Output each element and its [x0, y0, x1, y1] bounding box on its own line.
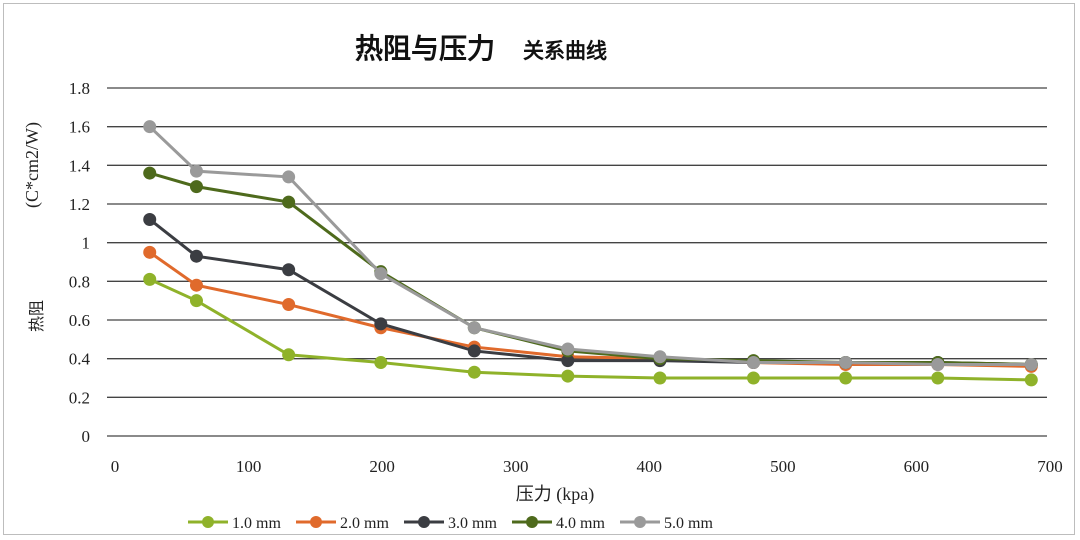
- data-point: [374, 267, 388, 281]
- y-tick-label: 1.8: [69, 79, 90, 98]
- data-point: [467, 344, 481, 358]
- data-point: [374, 356, 388, 370]
- data-point: [561, 369, 575, 383]
- y-axis-label: 热阻: [27, 300, 46, 332]
- data-point: [143, 120, 157, 134]
- data-point: [839, 356, 853, 370]
- legend-swatch-marker: [634, 516, 646, 528]
- y-axis-unit-label: (C*cm2/W): [22, 122, 43, 208]
- data-point: [282, 298, 296, 312]
- x-tick-label: 100: [236, 457, 262, 476]
- data-point: [143, 245, 157, 259]
- series-line-30mm: [148, 218, 1032, 366]
- y-tick-label: 1.4: [69, 156, 91, 175]
- x-tick-label: 300: [503, 457, 529, 476]
- data-point: [189, 294, 203, 308]
- chart-frame: [3, 3, 1075, 535]
- data-point: [189, 278, 203, 292]
- legend-label: 1.0 mm: [232, 515, 281, 532]
- data-point: [467, 365, 481, 379]
- data-point: [282, 348, 296, 362]
- y-tick-label: 1.6: [69, 118, 90, 137]
- data-point: [1024, 373, 1038, 387]
- data-point: [561, 342, 575, 356]
- data-point: [282, 263, 296, 277]
- data-point: [931, 371, 945, 385]
- legend-swatch-marker: [310, 516, 322, 528]
- legend-swatch-marker: [202, 516, 214, 528]
- legend-swatch-marker: [526, 516, 538, 528]
- data-point: [653, 371, 667, 385]
- data-point: [189, 180, 203, 194]
- data-point: [746, 356, 760, 370]
- y-tick-label: 0.6: [69, 311, 90, 330]
- x-tick-label: 400: [637, 457, 663, 476]
- x-tick-label: 200: [369, 457, 395, 476]
- x-tick-label: 0: [111, 457, 120, 476]
- chart-title-sub: 关系曲线: [523, 39, 607, 63]
- data-point: [374, 317, 388, 331]
- y-tick-label: 1.2: [69, 195, 90, 214]
- data-point: [282, 195, 296, 209]
- data-point: [282, 170, 296, 184]
- data-point: [467, 321, 481, 335]
- chart-title-main: 热阻与压力: [355, 32, 495, 65]
- series-line-50mm: [148, 125, 1032, 366]
- y-tick-label: 0.2: [69, 388, 90, 407]
- data-point: [189, 249, 203, 263]
- data-point: [931, 357, 945, 371]
- data-point: [143, 272, 157, 286]
- legend-swatch-marker: [418, 516, 430, 528]
- x-tick-label: 600: [904, 457, 930, 476]
- y-tick-label: 1: [82, 234, 91, 253]
- data-point: [561, 354, 575, 368]
- legend-label: 3.0 mm: [448, 515, 497, 532]
- data-point: [189, 164, 203, 178]
- x-axis-label: 压力 (kpa): [516, 484, 594, 505]
- legend-label: 2.0 mm: [340, 515, 389, 532]
- data-point: [746, 371, 760, 385]
- x-tick-label: 700: [1037, 457, 1063, 476]
- y-tick-label: 0: [82, 427, 91, 446]
- legend-label: 5.0 mm: [664, 515, 713, 532]
- data-point: [1024, 357, 1038, 371]
- data-point: [143, 166, 157, 180]
- data-point: [143, 212, 157, 226]
- data-point: [839, 371, 853, 385]
- y-tick-label: 0.8: [69, 272, 90, 291]
- x-tick-label: 500: [770, 457, 796, 476]
- data-point: [653, 350, 667, 364]
- y-tick-label: 0.4: [69, 350, 91, 369]
- legend-label: 4.0 mm: [556, 515, 605, 532]
